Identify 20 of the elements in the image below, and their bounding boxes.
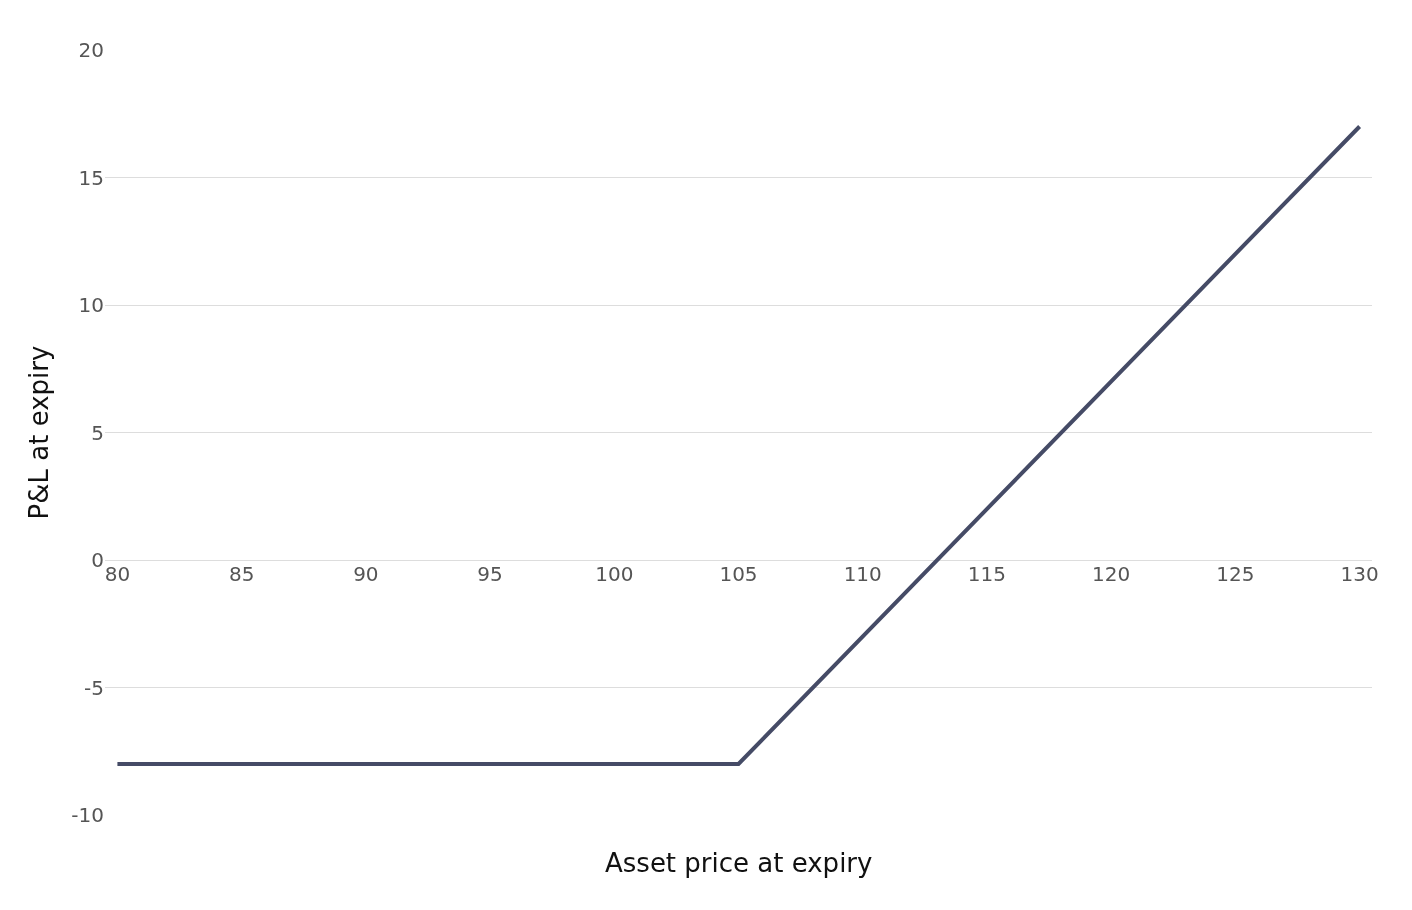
- y-tick-label: 15: [78, 165, 104, 190]
- y-tick-label: 10: [78, 293, 104, 317]
- x-tick-label: 115: [967, 562, 1007, 586]
- y-tick-label: 0: [91, 548, 104, 572]
- x-tick-label: 95: [477, 562, 503, 586]
- x-tick-label: 130: [1340, 562, 1379, 586]
- x-tick-label: 110: [843, 562, 882, 586]
- x-tick-label: 125: [1216, 562, 1255, 586]
- x-tick-label: 90: [353, 562, 379, 586]
- x-tick-label: 85: [228, 562, 255, 586]
- x-axis-title: Asset price at expiry: [605, 848, 873, 878]
- x-tick-label: 120: [1092, 562, 1131, 586]
- y-tick-label: -5: [84, 675, 104, 700]
- y-tick-label: 20: [78, 38, 104, 62]
- x-tick-label: 80: [104, 562, 131, 586]
- y-axis-title: P&L at expiry: [23, 345, 54, 520]
- y-tick-label: 5: [91, 420, 104, 445]
- x-tick-label: 105: [719, 562, 758, 586]
- y-tick-label: -10: [71, 803, 104, 827]
- x-tick-label: 100: [595, 562, 634, 586]
